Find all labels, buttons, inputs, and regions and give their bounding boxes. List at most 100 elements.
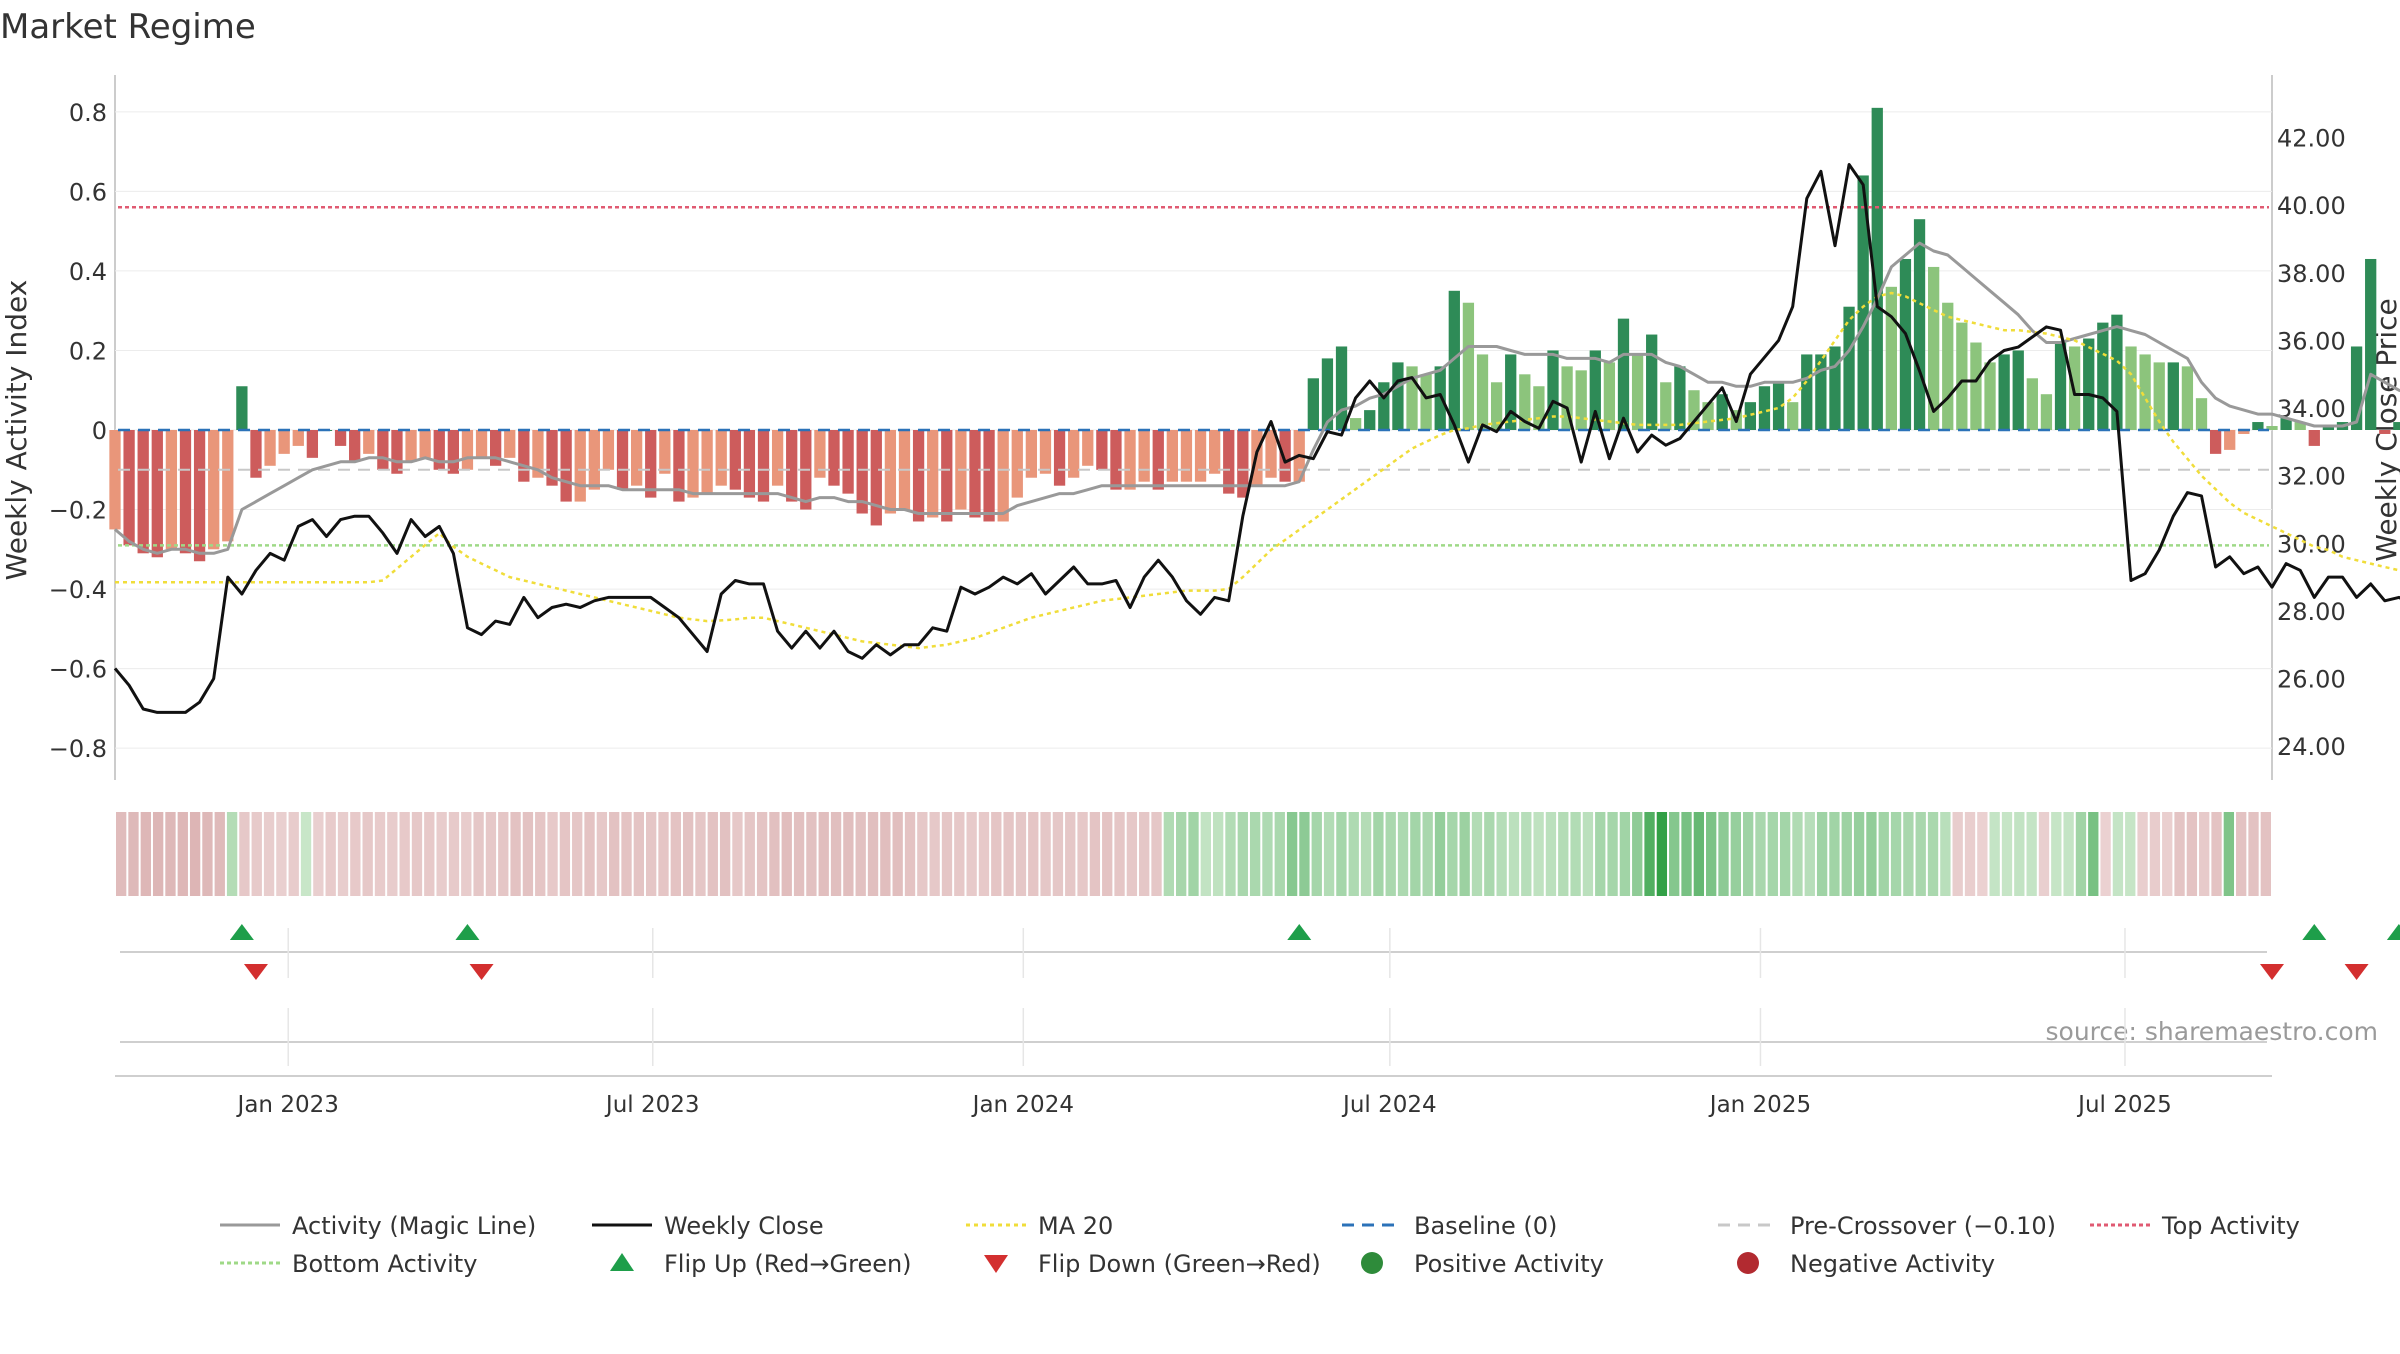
- regime-strip-cell: [756, 812, 768, 896]
- activity-bar: [532, 430, 544, 478]
- activity-bar: [1547, 350, 1559, 430]
- activity-bar: [1942, 302, 1954, 430]
- activity-bar: [1998, 354, 2010, 430]
- regime-strip-cell: [1570, 812, 1581, 896]
- activity-bar: [1716, 394, 1728, 430]
- activity-bar: [2195, 398, 2208, 430]
- activity-bar: [1096, 430, 1108, 470]
- activity-bar: [2139, 354, 2151, 430]
- activity-bar: [179, 430, 192, 554]
- regime-strip-cell: [892, 812, 903, 896]
- activity-bar: [1815, 354, 1827, 430]
- regime-strip-cell: [1656, 812, 1668, 896]
- regime-strip-cell: [1989, 812, 2000, 896]
- activity-bar: [1420, 374, 1432, 430]
- legend-item: Activity (Magic Line): [220, 1212, 536, 1240]
- regime-strip-cell: [1102, 812, 1113, 896]
- x-axis: Jan 2023 Jul 2023 Jan 2024 Jul 2024 Jan 2025…: [115, 928, 2272, 1118]
- regime-strip-cell: [978, 812, 990, 896]
- activity-bar: [1138, 430, 1150, 482]
- regime-strip-cell: [152, 812, 164, 896]
- activity-bar: [264, 430, 276, 466]
- activity-bar: [1237, 430, 1249, 498]
- regime-strip-cell: [1903, 812, 1914, 896]
- regime-strip-cell: [1558, 812, 1569, 896]
- activity-bar: [588, 430, 600, 490]
- chart-title: Market Regime: [0, 7, 256, 47]
- activity-bar: [377, 430, 389, 470]
- activity-bar: [1265, 430, 1277, 478]
- regime-strip-cell: [1595, 812, 1606, 896]
- regime-strip-cell: [1792, 812, 1803, 896]
- activity-bar: [292, 430, 304, 446]
- regime-strip-cell: [362, 812, 373, 896]
- flip-panel: [120, 924, 2400, 980]
- legend-swatch: [610, 1253, 634, 1271]
- regime-strip-cell: [2223, 812, 2235, 896]
- legend-item: Baseline (0): [1342, 1212, 1557, 1240]
- regime-strip-cell: [1225, 812, 1236, 896]
- activity-bar: [884, 430, 897, 514]
- ma20-line: [115, 291, 2400, 650]
- regime-strip-cell: [806, 812, 817, 896]
- regime-strip-cell: [473, 812, 484, 896]
- regime-strip-cell: [1003, 812, 1014, 896]
- regime-strip-cell: [2260, 812, 2271, 896]
- activity-bar: [447, 430, 459, 474]
- activity-bar: [1223, 430, 1235, 494]
- activity-bar: [208, 430, 220, 550]
- regime-strip-cell: [1853, 812, 1865, 896]
- activity-bar: [2322, 426, 2335, 430]
- regime-strip-cell: [855, 812, 866, 896]
- activity-bar: [574, 430, 586, 502]
- activity-bar: [1053, 430, 1066, 486]
- y-left-tick-label: −0.4: [49, 576, 107, 604]
- activity-bar: [1321, 358, 1334, 430]
- legend-label: Weekly Close: [664, 1212, 824, 1240]
- activity-bar: [2167, 362, 2179, 430]
- regime-strip-cell: [350, 812, 361, 896]
- regime-strip-cell: [1632, 812, 1643, 896]
- regime-strip-cell: [941, 812, 953, 896]
- activity-bar: [475, 430, 488, 458]
- x-tick-label: Jul 2024: [1341, 1092, 1437, 1118]
- regime-strip-cell: [1508, 812, 1520, 896]
- regime-strip-cell: [1878, 812, 1889, 896]
- regime-strip-cell: [1582, 812, 1594, 896]
- regime-strip-cell: [867, 812, 879, 896]
- activity-bar: [2252, 422, 2264, 430]
- regime-strip-cell: [584, 812, 595, 896]
- regime-strip-cell: [374, 812, 386, 896]
- activity-bar: [2111, 314, 2123, 430]
- regime-strip-cell: [929, 812, 940, 896]
- regime-strip-cell: [2075, 812, 2087, 896]
- regime-strip-cell: [2174, 812, 2185, 896]
- activity-bar: [334, 430, 347, 446]
- regime-strip-cell: [1730, 812, 1741, 896]
- regime-strip-cell: [880, 812, 891, 896]
- activity-bar: [2266, 426, 2278, 430]
- legend-item: Positive Activity: [1361, 1250, 1604, 1278]
- regime-strip-cell: [239, 812, 250, 896]
- regime-strip-cell: [461, 812, 472, 896]
- regime-strip-cell: [2125, 812, 2136, 896]
- activity-bar: [1462, 302, 1475, 430]
- legend-label: Pre-Crossover (−0.10): [1790, 1212, 2056, 1240]
- regime-strip-cell: [646, 812, 657, 896]
- regime-strip-cell: [917, 812, 928, 896]
- activity-bar: [771, 430, 784, 486]
- activity-bar: [1688, 390, 1700, 430]
- activity-bar: [1589, 350, 1601, 430]
- regime-strip-cell: [1040, 812, 1051, 896]
- regime-strip-cell: [226, 812, 238, 896]
- regime-strip-cell: [1410, 812, 1421, 896]
- activity-bar: [1702, 402, 1714, 430]
- legend-item: Negative Activity: [1737, 1250, 1995, 1278]
- regime-strip-cell: [1126, 812, 1138, 896]
- regime-strip-cell: [424, 812, 435, 896]
- regime-strip-cell: [1669, 812, 1680, 896]
- activity-bar: [546, 430, 558, 486]
- activity-bar: [1970, 342, 1982, 430]
- y-right-tick-label: 40.00: [2277, 192, 2346, 220]
